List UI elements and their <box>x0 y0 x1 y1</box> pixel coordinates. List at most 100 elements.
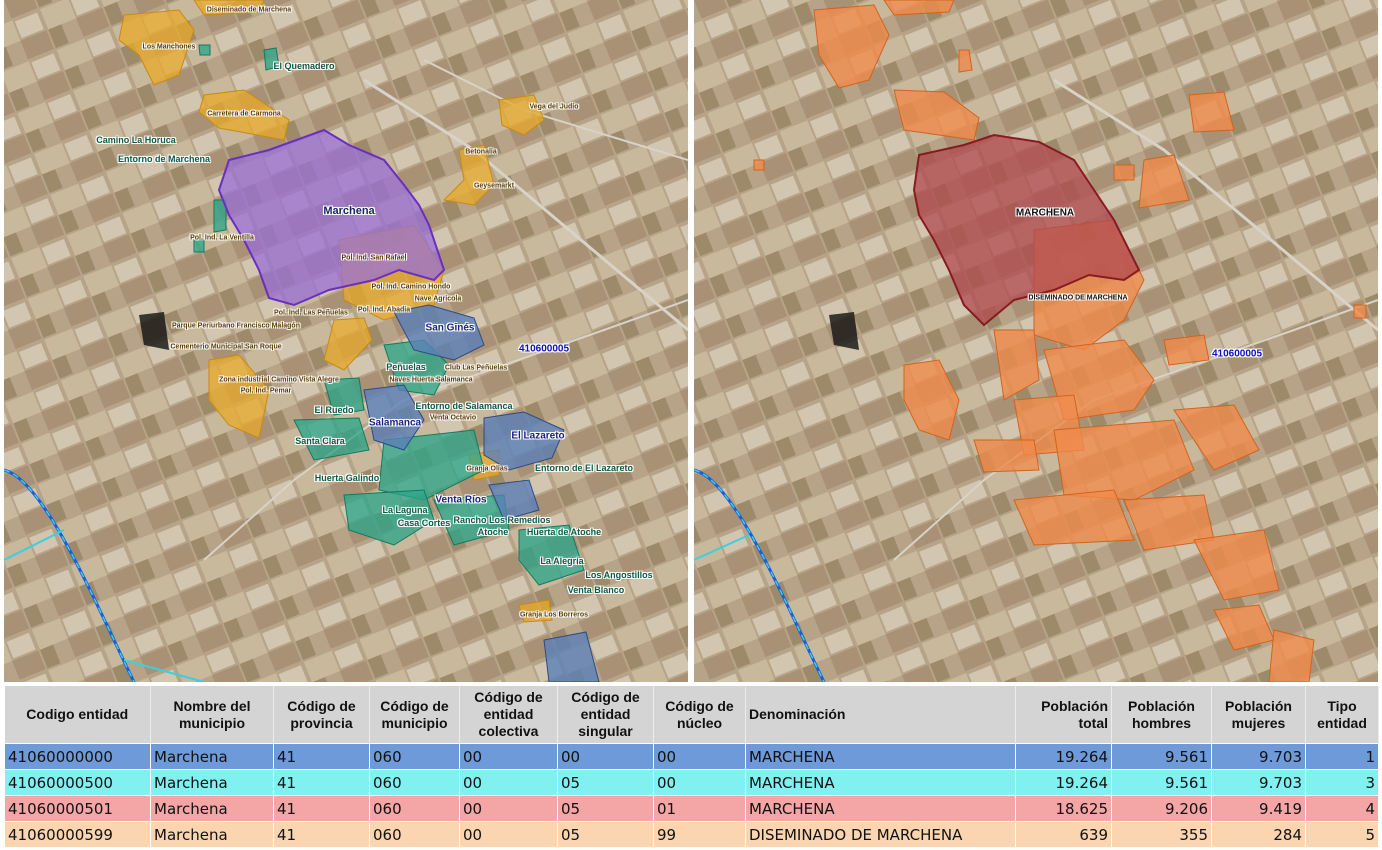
cell-tipo-entidad: 3 <box>1305 769 1379 796</box>
label-entorno-el-lazareto: Entorno de El Lazareto <box>534 463 634 473</box>
right-map-canvas <box>694 0 1378 682</box>
cell-denominacion: MARCHENA <box>745 743 1016 770</box>
label-pol-ind-abadia: Pol. Ind. Abadia <box>357 306 411 314</box>
label-santa-clara: Santa Clara <box>295 436 345 446</box>
cell-codigo-entidad: 41060000500 <box>4 769 151 796</box>
label-pol-ind-pemar: Pol. Ind. Pemar <box>240 387 292 395</box>
label-la-alegria: La Alegría <box>540 556 584 566</box>
cell-nombre-municipio: Marchena <box>150 769 274 796</box>
header-codigo-entidad-colectiva: Código de entidad colectiva <box>459 686 558 744</box>
header-nombre-municipio: Nombre del municipio <box>150 686 274 744</box>
header-tipo-entidad: Tipo entidad <box>1305 686 1379 744</box>
header-poblacion-hombres: Población hombres <box>1111 686 1212 744</box>
header-codigo-entidad: Codigo entidad <box>4 686 151 744</box>
table-row[interactable]: 41060000501 Marchena 41 060 00 05 01 MAR… <box>4 795 1379 822</box>
cell-nucleo: 01 <box>653 795 746 822</box>
cell-poblacion-total: 639 <box>1015 821 1112 848</box>
label-atoche: Atoche <box>477 527 509 537</box>
cell-entidad-singular: 05 <box>557 795 654 822</box>
label-venta-rios: Venta Ríos <box>435 494 487 506</box>
header-poblacion-total: Población total <box>1015 686 1112 744</box>
cell-poblacion-hombres: 355 <box>1111 821 1212 848</box>
label-entorno-de-salamanca: Entorno de Salamanca <box>415 401 513 411</box>
label-zona-industrial: Zona industrial Camino Vista Alegre <box>219 376 339 384</box>
label-granja-olias: Granja Olias <box>466 465 508 473</box>
cell-codigo-provincia: 41 <box>273 743 370 770</box>
table-row[interactable]: 41060000000 Marchena 41 060 00 00 00 MAR… <box>4 743 1379 770</box>
label-nave-agricola: Nave Agricola <box>414 295 462 303</box>
cell-entidad-colectiva: 00 <box>459 795 558 822</box>
cell-codigo-entidad: 41060000599 <box>4 821 151 848</box>
header-codigo-provincia: Código de provincia <box>273 686 370 744</box>
cell-denominacion: DISEMINADO DE MARCHENA <box>745 821 1016 848</box>
cell-tipo-entidad: 1 <box>1305 743 1379 770</box>
right-map-panel[interactable]: MARCHENA DISEMINADO DE MARCHENA 41060000… <box>694 0 1378 682</box>
label-el-quemadero: El Quemadero <box>273 61 335 71</box>
label-naves-huerta-salamanca: Naves Huerta Salamanca <box>389 376 473 384</box>
label-los-manchones: Los Manchones <box>142 43 196 51</box>
label-rancho-los-remedios: Rancho Los Remedios <box>453 515 551 525</box>
table-row[interactable]: 41060000599 Marchena 41 060 00 05 99 DIS… <box>4 821 1379 848</box>
table-header-row: Codigo entidad Nombre del municipio Códi… <box>4 686 1379 744</box>
cell-codigo-entidad: 41060000501 <box>4 795 151 822</box>
left-map-panel[interactable]: Diseminado de Marchena Los Manchones El … <box>4 0 688 682</box>
label-penuelas: Peñuelas <box>386 362 426 372</box>
cell-poblacion-mujeres: 9.703 <box>1211 743 1306 770</box>
header-denominacion: Denominación <box>745 686 1016 744</box>
label-parque-periurbano: Parque Periurbano Francisco Malagón <box>172 322 300 330</box>
label-huerta-galindo: Huerta Galindo <box>314 473 380 483</box>
marchena-nucleus-polygon[interactable] <box>912 133 1141 327</box>
cell-poblacion-mujeres: 9.703 <box>1211 769 1306 796</box>
label-cementerio: Cementerio Municipal San Roque <box>170 343 282 351</box>
cell-tipo-entidad: 5 <box>1305 821 1379 848</box>
blue-entities <box>363 304 600 682</box>
label-el-ruedo: El Ruedo <box>314 405 354 415</box>
table-row[interactable]: 41060000500 Marchena 41 060 00 05 00 MAR… <box>4 769 1379 796</box>
label-venta-octavio: Venta Octavio <box>429 414 477 422</box>
cell-nombre-municipio: Marchena <box>150 743 274 770</box>
cell-entidad-colectiva: 00 <box>459 743 558 770</box>
cell-codigo-municipio: 060 <box>369 821 460 848</box>
header-codigo-nucleo: Código de núcleo <box>653 686 746 744</box>
label-geysemarkt: Geysemarkt <box>473 182 515 190</box>
label-entorno-de-marchena: Entorno de Marchena <box>117 154 211 164</box>
label-pol-ind-camino-hondo: Pol. Ind. Camino Hondo <box>371 283 451 291</box>
cell-nombre-municipio: Marchena <box>150 795 274 822</box>
label-betonalia: Betonalia <box>465 148 497 156</box>
label-marchena-upper: MARCHENA <box>1015 207 1075 219</box>
label-san-gines: San Ginés <box>425 322 475 334</box>
label-casa-cortes: Casa Cortes <box>397 518 451 528</box>
cell-nucleo: 00 <box>653 743 746 770</box>
marchena-nucleus-polygon[interactable] <box>217 128 446 307</box>
cell-nucleo: 00 <box>653 769 746 796</box>
label-pol-ind-las-penuelas: Pol. Ind. Las Peñuelas <box>274 309 348 317</box>
cell-codigo-entidad: 41060000000 <box>4 743 151 770</box>
cell-codigo-municipio: 060 <box>369 769 460 796</box>
cell-denominacion: MARCHENA <box>745 795 1016 822</box>
label-marchena: Marchena <box>323 205 375 217</box>
cell-codigo-municipio: 060 <box>369 743 460 770</box>
cell-poblacion-hombres: 9.561 <box>1111 743 1212 770</box>
cell-codigo-provincia: 41 <box>273 821 370 848</box>
cell-poblacion-total: 19.264 <box>1015 743 1112 770</box>
header-codigo-municipio: Código de municipio <box>369 686 460 744</box>
cell-poblacion-total: 19.264 <box>1015 769 1112 796</box>
cell-entidad-singular: 00 <box>557 743 654 770</box>
population-table: Codigo entidad Nombre del municipio Códi… <box>4 686 1379 848</box>
label-el-lazareto: El Lazareto <box>511 430 565 442</box>
cell-poblacion-mujeres: 284 <box>1211 821 1306 848</box>
label-huerta-de-atoche: Huerta de Atoche <box>526 527 602 537</box>
cell-nombre-municipio: Marchena <box>150 821 274 848</box>
cell-nucleo: 99 <box>653 821 746 848</box>
cell-poblacion-hombres: 9.206 <box>1111 795 1212 822</box>
header-poblacion-mujeres: Población mujeres <box>1211 686 1306 744</box>
header-codigo-entidad-singular: Código de entidad singular <box>557 686 654 744</box>
label-carretera-carmona: Carretera de Carmona <box>207 110 281 118</box>
cell-denominacion: MARCHENA <box>745 769 1016 796</box>
label-diseminado: Diseminado de Marchena <box>206 6 292 14</box>
label-los-angostillos: Los Angostillos <box>585 570 653 580</box>
cell-poblacion-mujeres: 9.419 <box>1211 795 1306 822</box>
cell-tipo-entidad: 4 <box>1305 795 1379 822</box>
cell-entidad-colectiva: 00 <box>459 769 558 796</box>
label-granja-los-borreros: Granja Los Borreros <box>519 611 589 619</box>
